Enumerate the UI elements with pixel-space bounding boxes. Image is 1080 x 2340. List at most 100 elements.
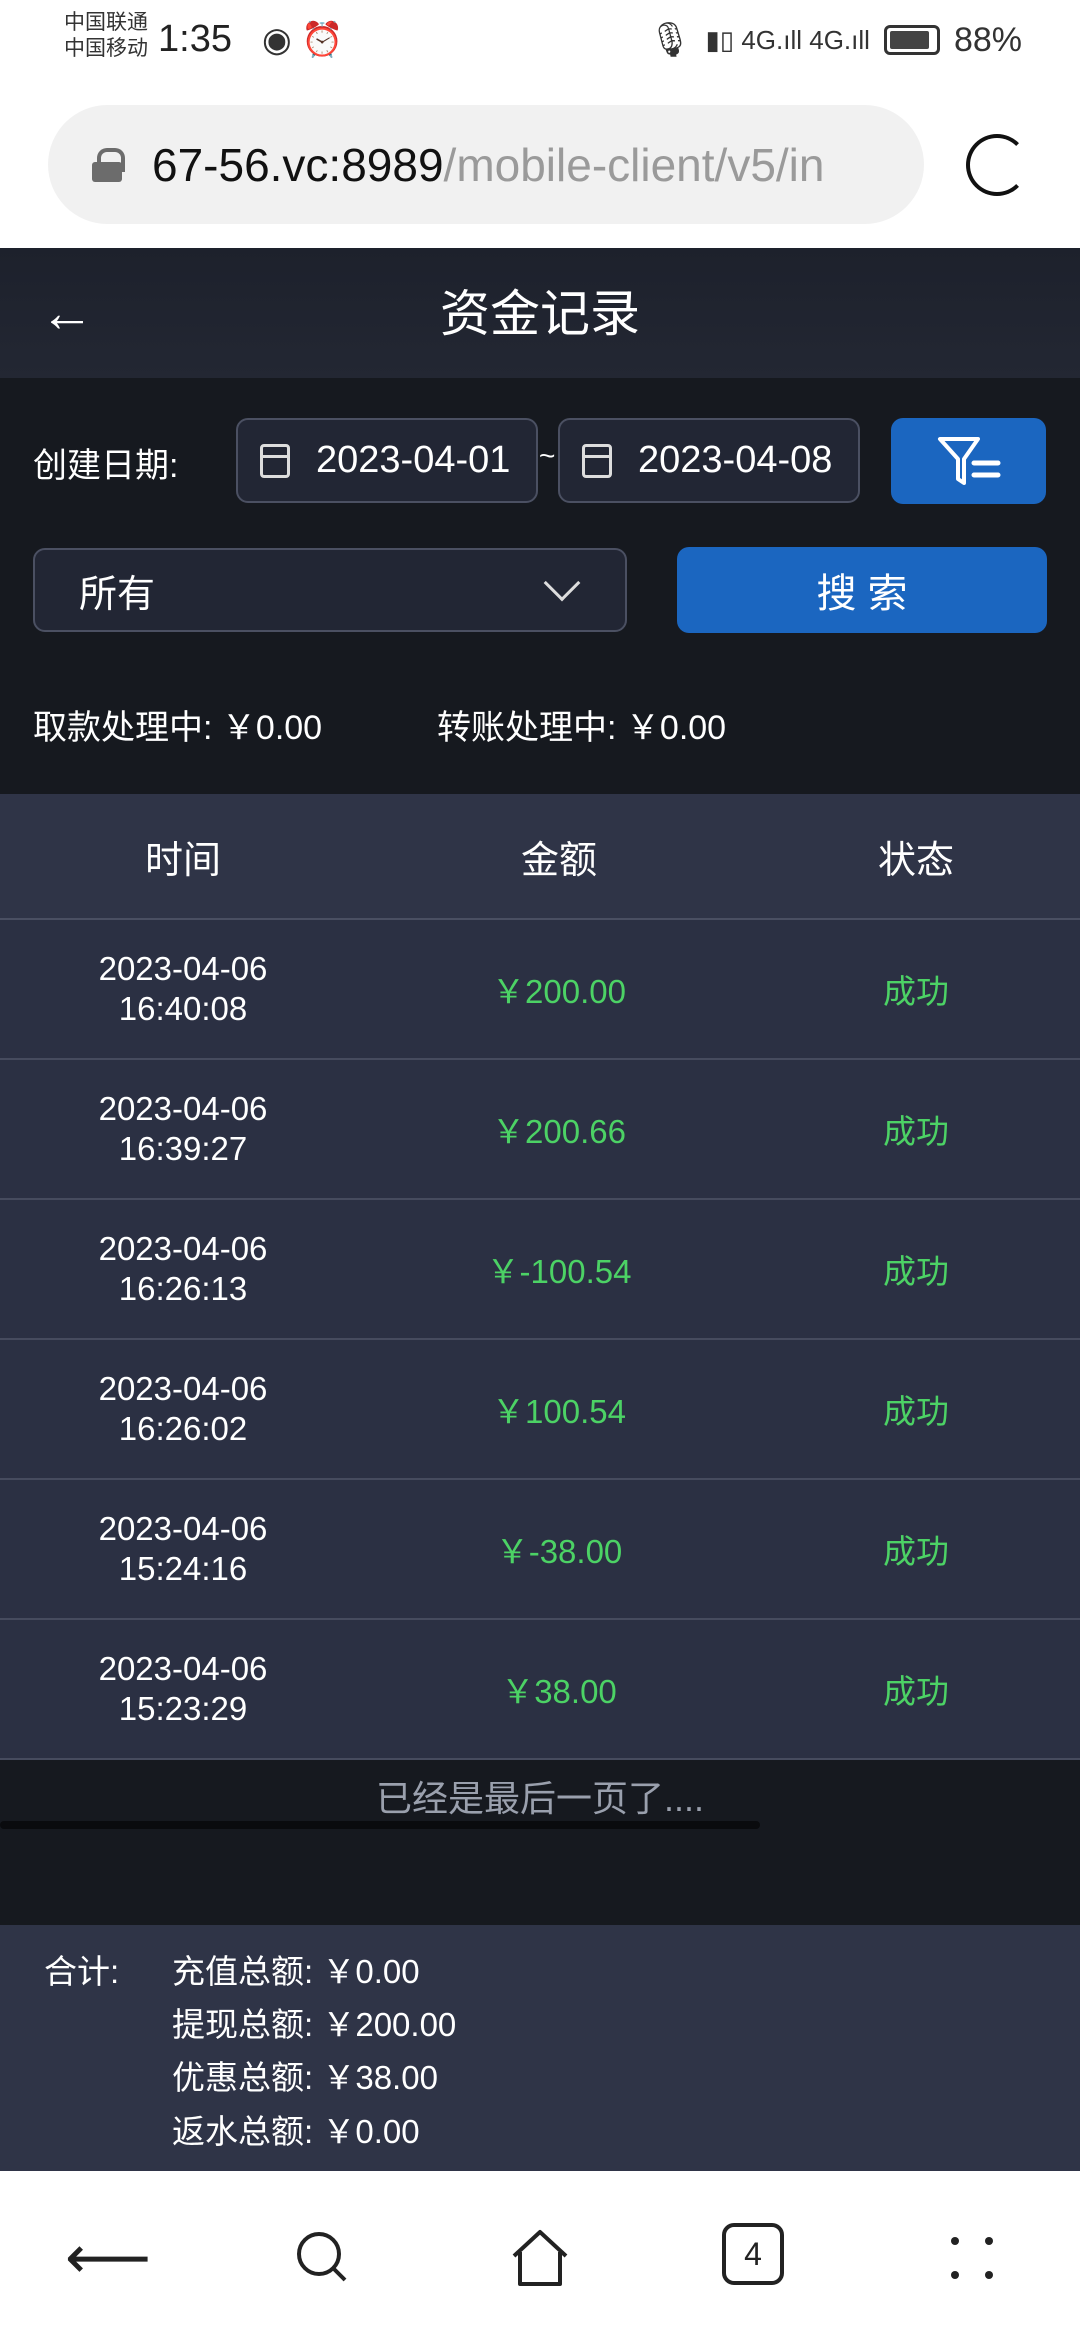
start-date-value: 2023-04-01 <box>316 439 511 481</box>
row-status: 成功 <box>883 973 949 1010</box>
table-row[interactable]: 2023-04-06 16:40:08 ￥200.00 成功 <box>0 920 1080 1060</box>
battery-percent: 88% <box>953 20 1022 59</box>
pending-withdraw-label: 取款处理中: <box>33 709 213 747</box>
mic-icon: 🎙 <box>648 21 692 59</box>
summary-recharge: 充值总额: ￥0.00 <box>172 1945 420 1993</box>
pending-transfer-value: ￥0.00 <box>625 709 727 747</box>
type-select-value: 所有 <box>79 573 156 616</box>
row-status: 成功 <box>883 1253 949 1290</box>
pending-withdraw-value: ￥0.00 <box>221 709 323 747</box>
row-time: 15:23:29 <box>118 1690 248 1727</box>
row-amount: ￥200.66 <box>492 1113 626 1150</box>
battery-icon <box>883 25 940 55</box>
end-date-input[interactable]: 2023-04-08 <box>558 418 860 503</box>
status-bar: 中国联通中国移动 1:35 ◉ ⏰ 🎙 ▮▯ 4G.ıll 4G.ıll 88% <box>0 0 1080 90</box>
row-status: 成功 <box>883 1533 949 1570</box>
row-amount: ￥200.00 <box>492 973 626 1010</box>
summary-item-value: ￥0.00 <box>322 1953 420 1990</box>
address-bar[interactable]: 67-56.vc:8989/mobile-client/v5/in <box>48 105 924 224</box>
table-row[interactable]: 2023-04-06 16:39:27 ￥200.66 成功 <box>0 1060 1080 1200</box>
row-date: 2023-04-06 <box>98 1510 268 1547</box>
alarm-icon: ⏰ <box>301 21 344 59</box>
page-header: ← 资金记录 <box>0 248 1080 378</box>
header-status: 状态 <box>877 839 954 882</box>
row-amount: ￥38.00 <box>501 1673 617 1710</box>
summary-panel: 合计: 充值总额: ￥0.00 提现总额: ￥200.00 优惠总额: ￥38.… <box>0 1925 1080 2171</box>
calendar-icon <box>582 443 612 478</box>
filter-button[interactable] <box>891 418 1046 504</box>
summary-item-value: ￥200.00 <box>322 2006 457 2043</box>
page-title: 资金记录 <box>440 286 640 342</box>
browser-toolbar: 67-56.vc:8989/mobile-client/v5/in <box>0 90 1080 248</box>
row-date: 2023-04-06 <box>98 1230 268 1267</box>
signal-icon: ▮▯ 4G.ıll 4G.ıll <box>705 24 870 55</box>
chevron-down-icon <box>543 564 581 602</box>
row-datetime: 2023-04-06 16:26:13 <box>0 1229 366 1309</box>
row-time: 16:40:08 <box>118 990 248 1027</box>
table-header: 时间 金额 状态 <box>0 794 1080 920</box>
tabs-button[interactable]: 4 <box>722 2223 784 2285</box>
row-time: 16:39:27 <box>118 1130 248 1167</box>
table-row[interactable]: 2023-04-06 15:24:16 ￥-38.00 成功 <box>0 1480 1080 1620</box>
summary-rebate: 返水总额: ￥0.00 <box>172 2105 420 2153</box>
search-button[interactable]: 搜 索 <box>677 547 1047 633</box>
row-datetime: 2023-04-06 16:40:08 <box>0 949 366 1029</box>
home-icon[interactable] <box>505 2223 575 2293</box>
url-host: 67-56.vc:8989 <box>152 138 444 191</box>
row-date: 2023-04-06 <box>98 1370 268 1407</box>
type-select[interactable]: 所有 <box>33 548 627 632</box>
reload-icon[interactable] <box>966 134 1028 196</box>
header-time: 时间 <box>144 839 221 882</box>
end-date-value: 2023-04-08 <box>638 439 833 481</box>
date-separator: ~ <box>539 440 556 471</box>
system-indicators: 🎙 ▮▯ 4G.ıll 4G.ıll 88% <box>648 20 1022 60</box>
table-row[interactable]: 2023-04-06 16:26:13 ￥-100.54 成功 <box>0 1200 1080 1340</box>
carrier-1: 中国联通 <box>64 11 148 34</box>
row-datetime: 2023-04-06 15:24:16 <box>0 1509 366 1589</box>
row-datetime: 2023-04-06 15:23:29 <box>0 1649 366 1729</box>
summary-bonus: 优惠总额: ￥38.00 <box>172 2051 438 2099</box>
row-status: 成功 <box>883 1113 949 1150</box>
row-time: 16:26:02 <box>118 1410 248 1447</box>
calendar-icon <box>260 443 290 478</box>
row-date: 2023-04-06 <box>98 1650 268 1687</box>
date-label: 创建日期: <box>33 447 179 485</box>
row-status: 成功 <box>883 1673 949 1710</box>
table-row[interactable]: 2023-04-06 15:23:29 ￥38.00 成功 <box>0 1620 1080 1760</box>
carrier-2: 中国移动 <box>64 37 148 60</box>
table-row[interactable]: 2023-04-06 16:26:02 ￥100.54 成功 <box>0 1340 1080 1480</box>
pending-withdraw: 取款处理中: ￥0.00 <box>33 700 322 749</box>
row-date: 2023-04-06 <box>98 950 268 987</box>
pending-transfer: 转账处理中: ￥0.00 <box>437 700 726 749</box>
summary-item-value: ￥38.00 <box>322 2059 438 2096</box>
end-of-list-message: 已经是最后一页了.... <box>375 1778 704 1819</box>
row-amount: ￥-100.54 <box>486 1253 632 1290</box>
row-datetime: 2023-04-06 16:26:02 <box>0 1369 366 1449</box>
records-table: 时间 金额 状态 2023-04-06 16:40:08 ￥200.00 成功 20… <box>0 794 1080 1760</box>
clock: 1:35 <box>158 18 232 60</box>
lock-icon <box>92 147 125 182</box>
url-path: /mobile-client/v5/in <box>443 138 825 191</box>
summary-item-value: ￥0.00 <box>322 2113 420 2150</box>
summary-withdraw: 提现总额: ￥200.00 <box>172 1998 456 2046</box>
more-icon[interactable] <box>937 2223 1007 2293</box>
summary-item-label: 提现总额: <box>172 2006 314 2043</box>
eye-alarm-icons: ◉ ⏰ <box>262 20 343 60</box>
header-amount: 金额 <box>520 839 597 882</box>
back-icon[interactable]: ⟵ <box>65 2224 152 2291</box>
summary-label: 合计: <box>44 1953 120 1990</box>
horizontal-scrollbar[interactable] <box>0 1821 760 1829</box>
row-date: 2023-04-06 <box>98 1090 268 1127</box>
row-amount: ￥-38.00 <box>495 1533 623 1570</box>
summary-item-label: 返水总额: <box>172 2113 314 2150</box>
row-amount: ￥100.54 <box>492 1393 626 1430</box>
back-arrow-icon[interactable]: ← <box>40 283 94 343</box>
filter-icon <box>937 437 1000 485</box>
browser-nav-bar: ⟵ 4 <box>0 2171 1080 2340</box>
summary-item-label: 充值总额: <box>172 1953 314 1990</box>
start-date-input[interactable]: 2023-04-01 <box>236 418 538 503</box>
search-icon[interactable] <box>288 2223 358 2293</box>
eye-icon: ◉ <box>262 21 292 59</box>
pending-transfer-label: 转账处理中: <box>437 709 617 747</box>
row-time: 15:24:16 <box>118 1550 248 1587</box>
